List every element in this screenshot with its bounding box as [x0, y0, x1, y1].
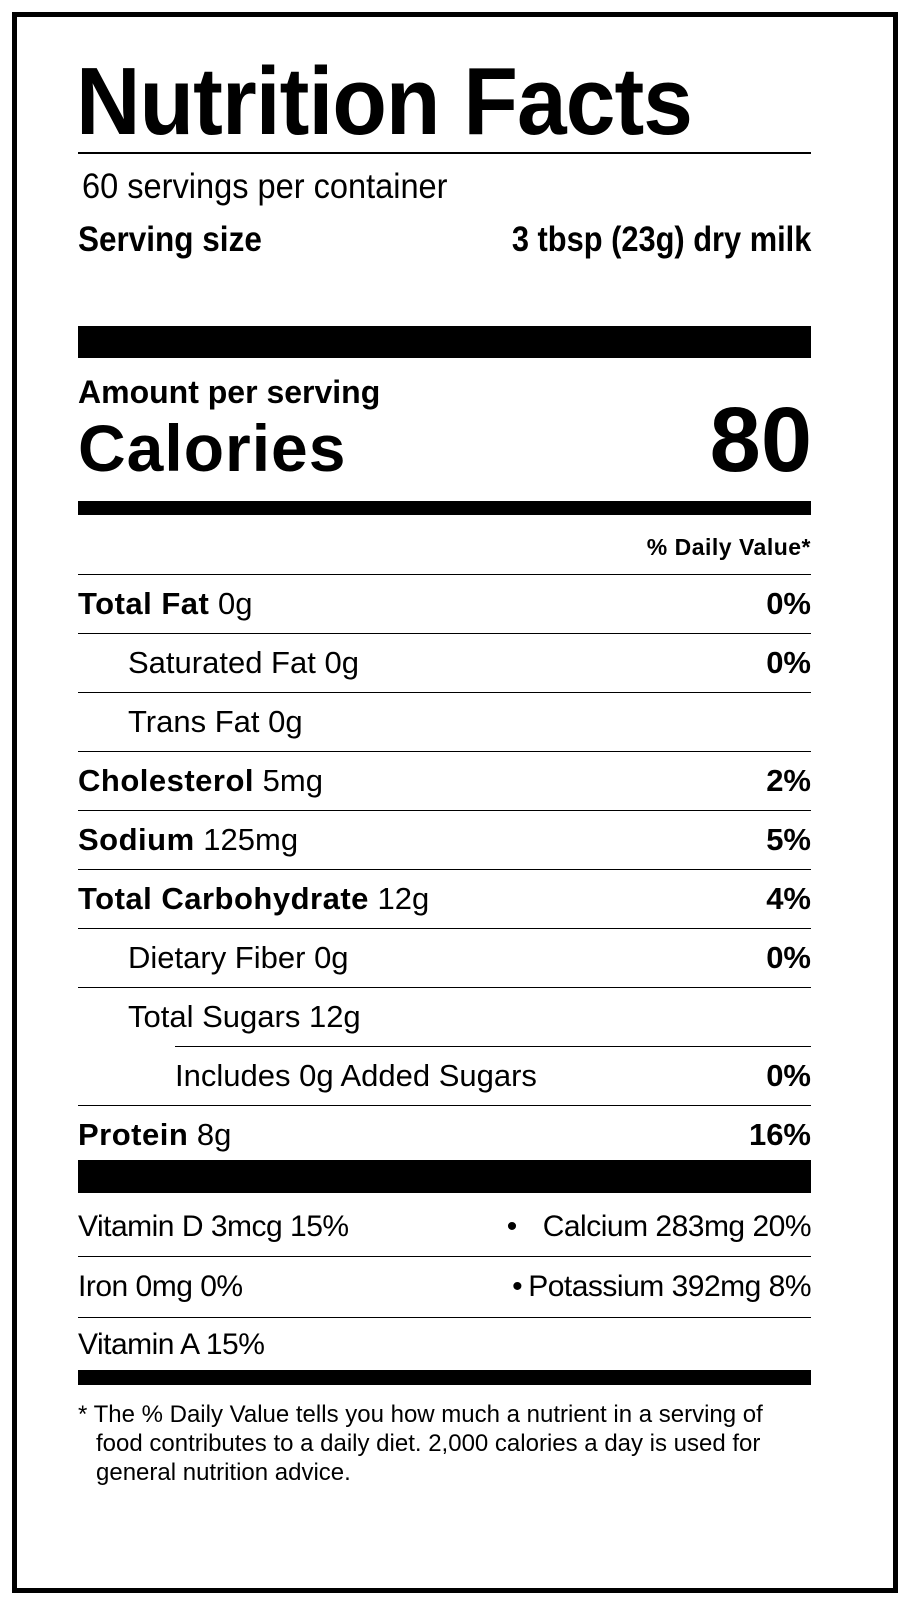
nutrient-amount: 0g	[218, 586, 253, 621]
nutrient-row: Saturated Fat 0g 0%	[78, 634, 811, 692]
nutrient-label: Cholesterol 5mg	[78, 763, 323, 799]
nutrient-name: Dietary Fiber	[128, 940, 306, 975]
nutrient-row: Trans Fat 0g	[78, 693, 811, 751]
nutrient-label: Protein 8g	[78, 1117, 231, 1153]
nutrient-row: Total Fat 0g 0%	[78, 575, 811, 633]
nutrient-name: Trans Fat	[128, 704, 260, 739]
serving-size: Serving size 3 tbsp (23g) dry milk	[78, 219, 811, 261]
serving-size-value: 3 tbsp (23g) dry milk	[511, 220, 811, 259]
nutrient-label: Total Carbohydrate 12g	[78, 881, 429, 917]
calories-label: Calories	[78, 411, 347, 485]
divider	[78, 928, 811, 929]
divider	[78, 574, 811, 575]
nutrient-daily-value: 16%	[748, 1117, 811, 1152]
bullet-icon: •	[512, 1270, 523, 1303]
label-border	[12, 12, 898, 1593]
footnote: * The % Daily Value tells you how much a…	[78, 1401, 763, 1486]
calories-value: 80	[709, 389, 812, 491]
label-title: Nutrition Facts	[76, 48, 693, 155]
bullet-icon: •	[506, 1210, 518, 1243]
thick-bar	[78, 326, 811, 358]
divider	[78, 1105, 811, 1106]
nutrient-name: Total Sugars	[128, 999, 301, 1034]
medium-bar	[78, 1370, 811, 1385]
nutrient-row: Dietary Fiber 0g 0%	[78, 929, 811, 987]
nutrient-amount: 0g	[324, 645, 359, 680]
nutrient-amount: 12g	[377, 881, 430, 916]
vitamin-left: Vitamin A 15%	[78, 1328, 265, 1361]
nutrient-row: Cholesterol 5mg 2%	[78, 752, 811, 810]
vitamin-left: Vitamin D 3mcg 15%	[78, 1210, 349, 1243]
vitamin-row: Iron 0mg 0% • Potassium 392mg 8%	[78, 1258, 811, 1316]
vitamin-right-text: Calcium 283mg 20%	[542, 1210, 812, 1243]
nutrient-daily-value: 0%	[766, 1058, 811, 1093]
nutrient-name: Cholesterol	[78, 763, 255, 798]
nutrient-label: Total Sugars 12g	[128, 999, 361, 1035]
nutrient-row: Sodium 125mg 5%	[78, 811, 811, 869]
nutrient-name: Sodium	[78, 822, 195, 857]
nutrient-amount: 5mg	[262, 763, 323, 798]
vitamin-row: Vitamin D 3mcg 15% • Calcium 283mg 20%	[78, 1198, 812, 1256]
nutrient-daily-value: 0%	[766, 586, 811, 621]
divider	[78, 1256, 811, 1257]
nutrient-name: Includes 0g Added Sugars	[175, 1058, 537, 1093]
nutrient-name: Total Carbohydrate	[78, 881, 369, 916]
nutrient-name: Total Fat	[78, 586, 210, 621]
nutrient-daily-value: 2%	[766, 763, 811, 798]
divider	[78, 152, 811, 154]
nutrient-daily-value: 0%	[766, 940, 811, 975]
divider	[78, 987, 811, 988]
nutrient-label: Saturated Fat 0g	[128, 645, 359, 681]
nutrient-name: Protein	[78, 1117, 189, 1152]
nutrient-row: Total Carbohydrate 12g 4%	[78, 870, 811, 928]
divider	[78, 869, 811, 870]
nutrient-daily-value: 4%	[766, 881, 811, 916]
vitamin-right: • Potassium 392mg 8%	[512, 1270, 811, 1304]
nutrient-name: Saturated Fat	[128, 645, 316, 680]
nutrient-amount: 125mg	[203, 822, 299, 857]
nutrient-label: Dietary Fiber 0g	[128, 940, 349, 976]
servings-per-container: 60 servings per container	[82, 166, 448, 208]
nutrient-daily-value: 0%	[766, 645, 811, 680]
divider	[78, 751, 811, 752]
divider	[175, 1046, 811, 1047]
nutrient-label: Total Fat 0g	[78, 586, 252, 622]
nutrient-amount: 0g	[268, 704, 303, 739]
daily-value-header: % Daily Value*	[646, 534, 811, 560]
nutrient-amount: 8g	[196, 1117, 232, 1152]
vitamin-row: Vitamin A 15%	[78, 1316, 811, 1374]
thick-bar	[78, 1160, 811, 1193]
nutrient-row: Total Sugars 12g	[78, 988, 811, 1046]
nutrient-row: Protein 8g 16%	[78, 1106, 811, 1164]
nutrient-amount: 0g	[314, 940, 349, 975]
nutrient-label: Trans Fat 0g	[128, 704, 303, 740]
vitamin-left: Iron 0mg 0%	[78, 1270, 243, 1303]
vitamin-right: • Calcium 283mg 20%	[506, 1210, 812, 1244]
nutrient-daily-value: 5%	[766, 822, 811, 857]
medium-bar	[78, 501, 811, 515]
nutrient-label: Sodium 125mg	[78, 822, 298, 858]
serving-size-label: Serving size	[78, 220, 262, 259]
nutrient-amount: 12g	[308, 999, 361, 1034]
servings-label: servings per container	[127, 167, 448, 206]
divider	[78, 810, 811, 811]
servings-count: 60	[82, 167, 119, 206]
divider	[78, 633, 811, 634]
nutrient-label: Includes 0g Added Sugars	[175, 1058, 537, 1094]
nutrient-row: Includes 0g Added Sugars 0%	[78, 1047, 811, 1105]
divider	[78, 1317, 811, 1318]
divider	[78, 692, 811, 693]
amount-per-serving: Amount per serving	[78, 374, 381, 410]
vitamin-right-text: Potassium 392mg 8%	[528, 1270, 811, 1303]
